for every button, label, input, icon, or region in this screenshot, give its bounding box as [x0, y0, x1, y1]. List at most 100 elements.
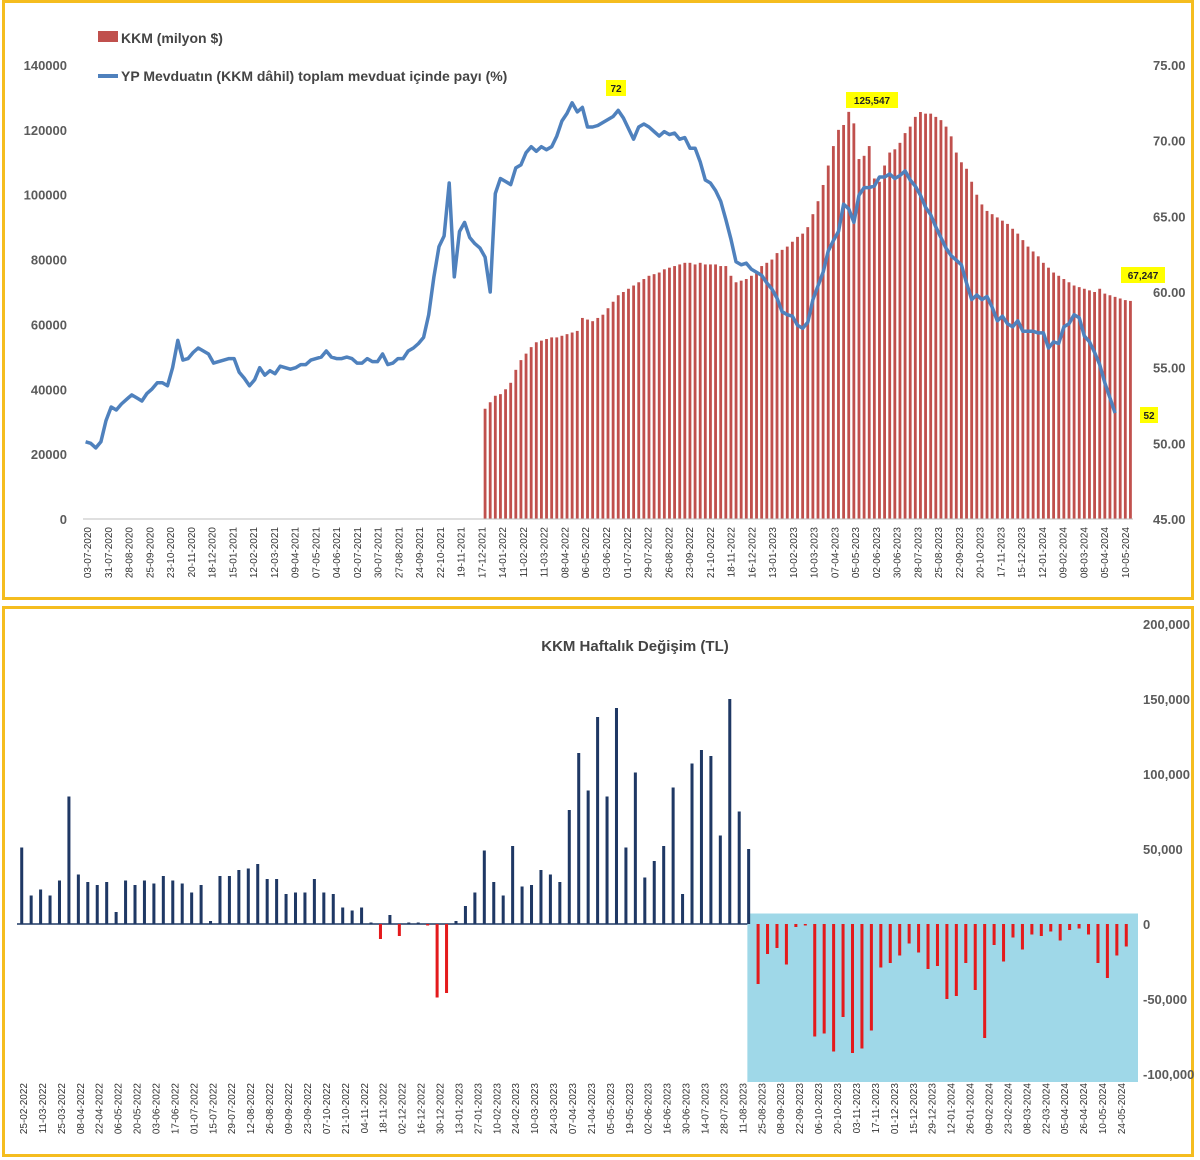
weekly-change-bar [690, 763, 694, 924]
x-tick-label: 22-03-2024 [1041, 1083, 1052, 1135]
kkm-bar [529, 347, 533, 519]
x-tick-label: 21-10-2022 [341, 1083, 352, 1135]
weekly-change-bar [728, 699, 732, 924]
x-tick-label: 10-02-2023 [789, 527, 800, 579]
kkm-bar [898, 142, 902, 520]
kkm-bar [888, 152, 892, 520]
weekly-change-bar [284, 894, 288, 924]
x-tick-label: 05-04-2024 [1060, 1083, 1071, 1135]
x-tick-label: 17-12-2021 [477, 527, 488, 579]
x-tick-label: 14-07-2023 [701, 1083, 712, 1135]
kkm-bar [642, 279, 646, 519]
weekly-change-bar [681, 894, 685, 924]
weekly-change-bar [803, 924, 807, 926]
x-tick-label: 02-12-2022 [398, 1083, 409, 1135]
y-right-tick-label: 45.00 [1153, 512, 1186, 527]
kkm-bar [867, 146, 871, 520]
x-tick-label: 29-07-2022 [227, 1083, 238, 1135]
callout-line-last-bg [1140, 407, 1158, 423]
y-right-tick-label: 65.00 [1153, 209, 1186, 224]
kkm-bar [796, 236, 799, 519]
weekly-change-bar [256, 864, 260, 924]
x-tick-label: 05-05-2023 [851, 527, 862, 579]
weekly-change-bar [784, 924, 788, 965]
kkm-bar [1129, 300, 1132, 519]
kkm-bar [488, 402, 492, 519]
kkm-bar [913, 116, 917, 519]
x-tick-label: 06-05-2022 [581, 527, 592, 579]
kkm-bar [601, 314, 605, 519]
weekly-change-bar [530, 885, 534, 924]
kkm-bar [504, 389, 507, 519]
x-tick-label: 19-05-2023 [625, 1083, 636, 1135]
weekly-change-bar [945, 924, 949, 999]
x-tick-label: 24-03-2023 [549, 1083, 560, 1135]
weekly-change-bar [237, 870, 241, 924]
y-right-tick-label: 60.00 [1153, 285, 1186, 300]
x-tick-label: 15-12-2023 [909, 1083, 920, 1135]
x-tick-label: 11-02-2022 [519, 527, 530, 578]
kkm-bar [965, 168, 968, 519]
weekly-change-bar [416, 922, 420, 924]
kkm-bar [693, 264, 697, 519]
weekly-change-bar [652, 861, 656, 924]
kkm-bar [1036, 256, 1040, 519]
weekly-change-bar [20, 847, 24, 924]
weekly-change-bar [567, 810, 571, 924]
y-right-tick-label: 200,000 [1143, 617, 1190, 632]
weekly-change-bar [775, 924, 779, 948]
kkm-bar [790, 241, 794, 519]
x-tick-label: 26-04-2024 [1079, 1083, 1090, 1135]
weekly-change-bar [577, 753, 581, 924]
weekly-change-bar [1087, 924, 1091, 935]
weekly-change-bar [1096, 924, 1100, 963]
kkm-bar [1026, 246, 1030, 519]
x-tick-label: 31-07-2020 [104, 527, 115, 579]
kkm-bar [893, 149, 897, 520]
x-tick-label: 17-11-2023 [871, 1083, 882, 1134]
x-tick-label: 08-09-2023 [776, 1083, 787, 1135]
callout-bar-peak-bg [846, 92, 898, 108]
kkm-bar [924, 113, 927, 520]
x-tick-label: 20-10-2023 [976, 527, 987, 579]
weekly-change-bar [841, 924, 845, 1017]
x-tick-label: 24-02-2023 [511, 1083, 522, 1135]
x-tick-label: 04-11-2022 [360, 1083, 371, 1134]
weekly-change-bar [482, 850, 486, 924]
weekly-change-bar [596, 717, 600, 924]
kkm-yp-share-chart-panel: 0 20000 40000 60000 80000 100000 120000 140000 4… [2, 0, 1194, 600]
kkm-bar [509, 382, 513, 519]
x-tick-label: 06-05-2022 [114, 1083, 125, 1135]
weekly-change-bar [822, 924, 826, 1034]
kkm-bar [678, 264, 682, 519]
x-tick-label: 14-01-2022 [498, 527, 509, 579]
x-tick-label: 16-06-2023 [663, 1083, 674, 1135]
x-tick-label: 06-10-2023 [814, 1083, 825, 1135]
kkm-bar [524, 353, 528, 519]
weekly-change-bar [511, 846, 515, 924]
kkm-bar [580, 317, 584, 519]
weekly-change-bar [331, 894, 335, 924]
kkm-bar [831, 146, 835, 520]
weekly-change-bar [954, 924, 958, 996]
weekly-change-bar [614, 708, 618, 924]
kkm-bar [1098, 288, 1102, 519]
y-left-tick-label: 40000 [31, 382, 67, 397]
weekly-change-bar [180, 883, 184, 924]
weekly-change-bar [1002, 924, 1006, 962]
x-tick-label: 03-06-2022 [152, 1083, 163, 1135]
callout-bar-last-bg [1121, 267, 1165, 283]
x-tick-label: 09-02-2024 [984, 1083, 995, 1135]
chart-title: KKM Haftalık Değişim (TL) [541, 638, 729, 655]
x-tick-label: 28-07-2023 [719, 1083, 730, 1135]
kkm-bar [949, 136, 953, 520]
weekly-change-bar [435, 924, 439, 998]
weekly-change-bar [624, 847, 628, 924]
weekly-change-bar [95, 885, 99, 924]
x-tick-label: 30-06-2023 [682, 1083, 693, 1135]
weekly-change-bar [1058, 924, 1062, 941]
kkm-bar [1047, 267, 1050, 519]
kkm-bar [657, 272, 661, 519]
x-tick-label: 10-02-2023 [492, 1083, 503, 1135]
weekly-change-bar [964, 924, 968, 963]
